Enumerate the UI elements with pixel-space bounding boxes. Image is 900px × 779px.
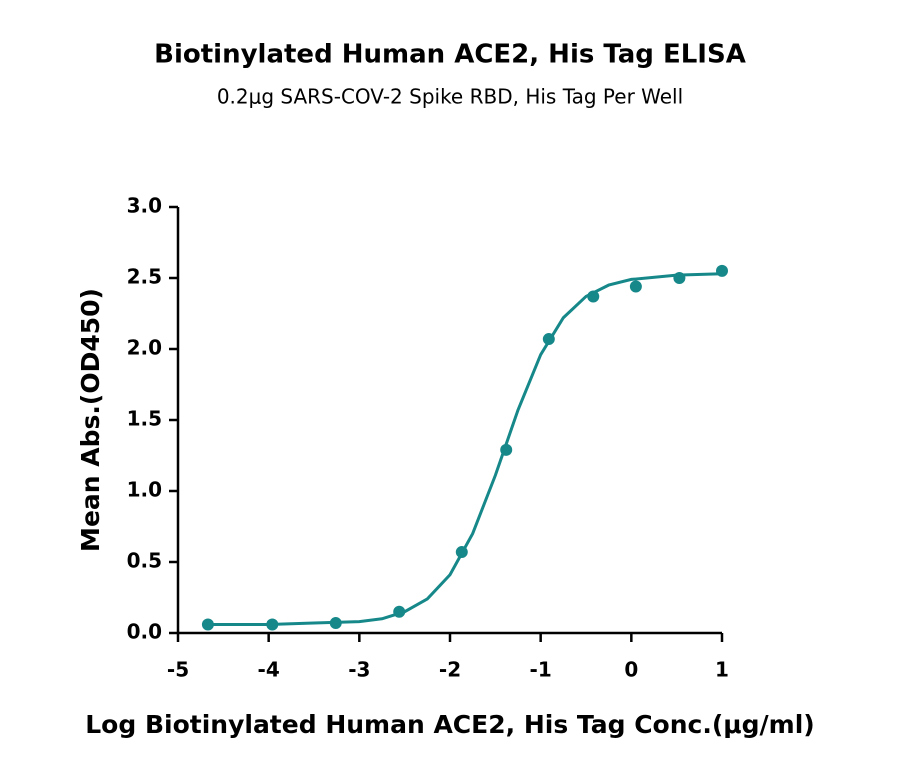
y-tick-label: 1.0 (127, 478, 162, 502)
chart-title: Biotinylated Human ACE2, His Tag ELISA (154, 40, 746, 70)
y-tick-label: 2.0 (127, 336, 162, 360)
chart-subtitle: 0.2μg SARS-COV-2 Spike RBD, His Tag Per … (217, 85, 683, 109)
x-tick-label: -3 (348, 658, 370, 682)
x-tick-label: 1 (715, 658, 729, 682)
y-tick-label: 0.5 (127, 549, 162, 573)
data-point (629, 280, 642, 293)
x-tick-label: -2 (439, 658, 461, 682)
y-axis-title: Mean Abs.(OD450) (76, 288, 105, 552)
x-axis-title: Log Biotinylated Human ACE2, His Tag Con… (85, 710, 814, 739)
y-tick-label: 2.5 (127, 265, 162, 289)
x-tick-label: -1 (530, 658, 552, 682)
x-tick-label: -4 (258, 658, 280, 682)
x-tick-label: 0 (624, 658, 638, 682)
y-tick-label: 0.0 (127, 620, 162, 644)
y-tick-label: 3.0 (127, 194, 162, 218)
x-tick-label: -5 (167, 658, 189, 682)
y-tick-label: 1.5 (127, 407, 162, 431)
fit-curve (205, 272, 723, 626)
